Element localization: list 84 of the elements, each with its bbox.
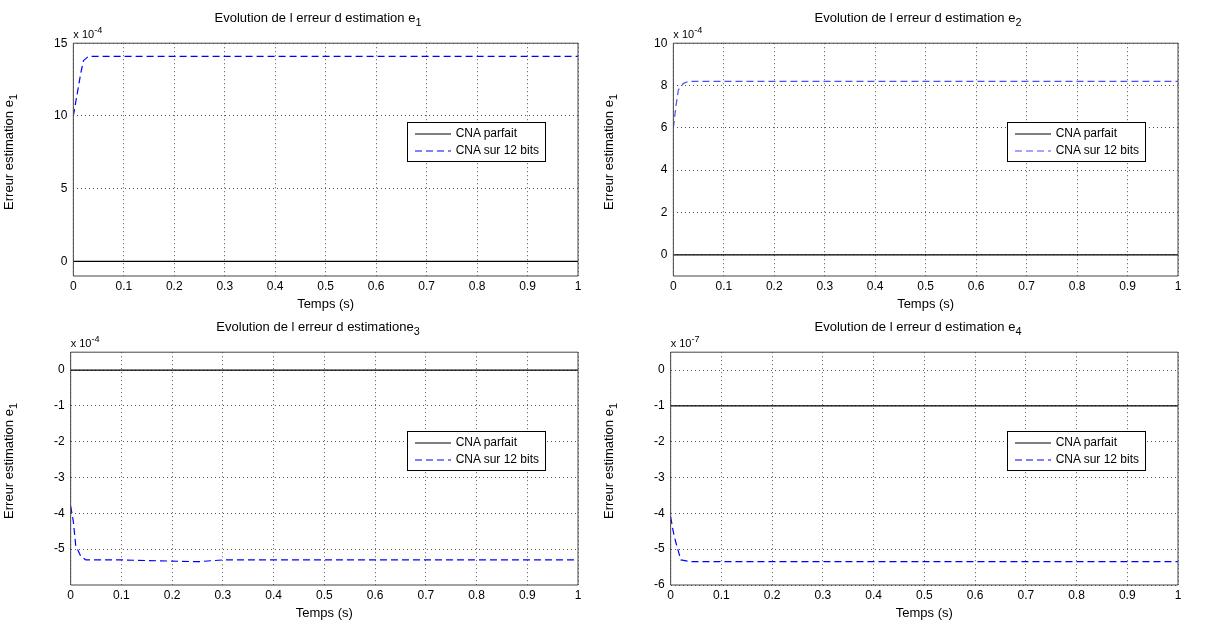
y-tick-label: -5 xyxy=(654,541,665,556)
x-tick-label: 0.2 xyxy=(163,587,181,602)
x-tick-label: 0.7 xyxy=(1017,587,1035,602)
y-tick-label: 15 xyxy=(53,35,68,50)
x-tick-label: 0.3 xyxy=(216,278,234,293)
x-tick-label: 0.6 xyxy=(966,587,984,602)
x-tick-label: 0.5 xyxy=(317,278,335,293)
y-tick-label: -2 xyxy=(654,434,665,449)
y-tick-label: 2 xyxy=(660,204,668,219)
x-tick-label: 0.9 xyxy=(518,587,536,602)
y-tick-label: -3 xyxy=(654,469,665,484)
legend-label: CNA sur 12 bits xyxy=(1055,451,1139,469)
y-tick-label: 0 xyxy=(57,362,65,377)
y-tick-label: -4 xyxy=(654,505,665,520)
text: x 10$^{-4}$ xyxy=(673,25,703,40)
chart-title: Evolution de l erreur d estimation e$_{1}$ xyxy=(214,10,422,28)
line-series xyxy=(670,516,1178,563)
x-tick-label: 0.9 xyxy=(519,278,537,293)
x-axis-title: Temps (s) xyxy=(295,604,353,620)
y-tick-label: 10 xyxy=(53,108,68,123)
y-tick-label: -6 xyxy=(654,577,665,592)
x-tick-label: 0.2 xyxy=(165,278,183,293)
y-tick-label: 5 xyxy=(60,181,68,196)
x-tick-label: 0.1 xyxy=(113,587,131,602)
y-tick-label: 8 xyxy=(660,77,668,92)
x-axis-title: Temps (s) xyxy=(897,295,955,311)
x-axis-title: Temps (s) xyxy=(297,295,355,311)
x-tick-label: 0.4 xyxy=(265,587,283,602)
x-tick-label: 0.2 xyxy=(763,587,781,602)
legend-label: CNA parfait xyxy=(455,434,517,452)
x-tick-label: 0.9 xyxy=(1119,278,1137,293)
y-tick-label: 10 xyxy=(653,35,668,50)
legend-label: CNA parfait xyxy=(1055,434,1117,452)
x-tick-label: 0.8 xyxy=(468,587,486,602)
x-tick-label: 0.6 xyxy=(366,587,384,602)
x-tick-label: 0.4 xyxy=(266,278,284,293)
y-tick-label: 6 xyxy=(660,120,668,135)
x-tick-label: 0.4 xyxy=(866,278,884,293)
x-tick-label: 0.3 xyxy=(816,278,834,293)
x-tick-label: 0.9 xyxy=(1118,587,1136,602)
legend-label: CNA parfait xyxy=(455,125,517,143)
legend-label: CNA sur 12 bits xyxy=(455,451,539,469)
y-tick-label: -1 xyxy=(654,398,665,413)
x-tick-label: 0.8 xyxy=(1068,278,1086,293)
text: x 10$^{-4}$ xyxy=(70,334,100,349)
x-tick-label: 0.4 xyxy=(865,587,883,602)
y-tick-label: -2 xyxy=(54,434,65,449)
x-tick-label: 0.2 xyxy=(765,278,783,293)
chart-title: Evolution de l erreur d estimation e$_{4}$ xyxy=(814,319,1022,337)
x-tick-label: 0.5 xyxy=(315,587,333,602)
y-tick-label: -5 xyxy=(54,541,65,556)
y-tick-label: 0 xyxy=(60,253,68,268)
legend-label: CNA sur 12 bits xyxy=(1055,142,1139,160)
x-tick-label: 0.1 xyxy=(713,587,731,602)
chart-title: Evolution de l erreur d estimation e$_{2}$ xyxy=(814,10,1022,28)
y-tick-label: 0 xyxy=(660,247,668,262)
x-tick-label: 0.7 xyxy=(418,278,436,293)
x-tick-label: 0.3 xyxy=(214,587,232,602)
y-tick-label: 4 xyxy=(660,162,668,177)
x-tick-label: 0.8 xyxy=(1068,587,1086,602)
x-tick-label: 0.3 xyxy=(814,587,832,602)
x-tick-label: 0.5 xyxy=(915,587,933,602)
x-tick-label: 0.1 xyxy=(115,278,133,293)
text: x 10$^{-7}$ xyxy=(670,334,700,349)
y-tick-label: -3 xyxy=(54,469,65,484)
x-tick-label: 1 xyxy=(1174,278,1182,293)
x-tick-label: 0.1 xyxy=(715,278,733,293)
y-tick-label: 0 xyxy=(657,362,665,377)
text: x 10$^{-4}$ xyxy=(73,25,103,40)
x-tick-label: 1 xyxy=(574,587,582,602)
legend-label: CNA sur 12 bits xyxy=(455,142,539,160)
chart-title: Evolution de l erreur d estimatione$_{3}$ xyxy=(216,319,420,337)
x-tick-label: 0.8 xyxy=(468,278,486,293)
x-tick-label: 1 xyxy=(1174,587,1182,602)
x-tick-label: 1 xyxy=(574,278,582,293)
legend-label: CNA parfait xyxy=(1055,125,1117,143)
y-tick-label: -1 xyxy=(54,398,65,413)
x-axis-title: Temps (s) xyxy=(895,604,953,620)
x-tick-label: 0.7 xyxy=(417,587,435,602)
x-tick-label: 0.7 xyxy=(1018,278,1036,293)
y-tick-label: -4 xyxy=(54,505,65,520)
x-tick-label: 0.6 xyxy=(367,278,385,293)
x-tick-label: 0.5 xyxy=(917,278,935,293)
x-tick-label: 0.6 xyxy=(967,278,985,293)
